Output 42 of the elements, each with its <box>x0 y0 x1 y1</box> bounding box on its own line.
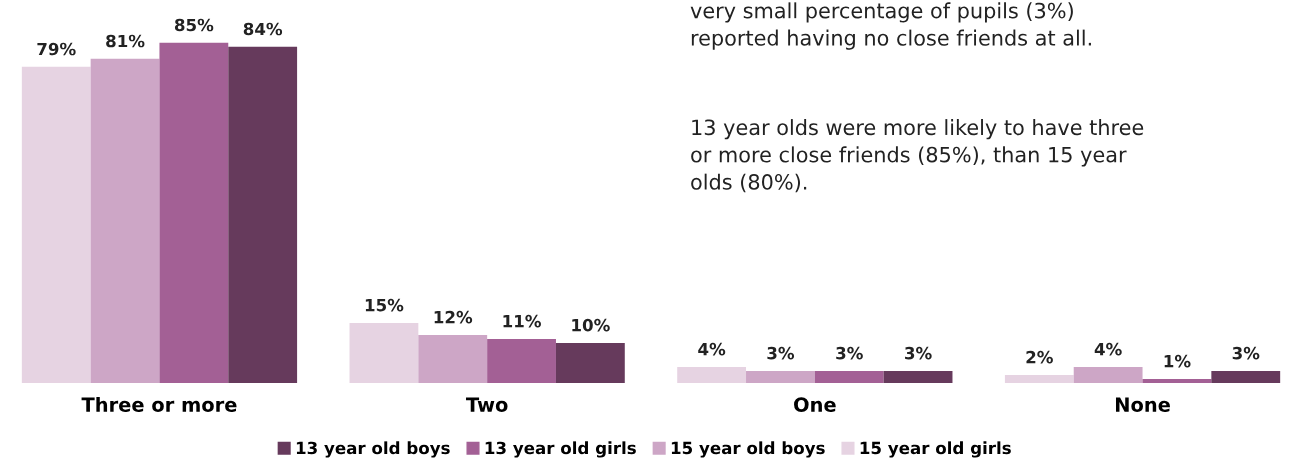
legend-label: 15 year old girls <box>860 441 1011 458</box>
data-label: 79% <box>37 42 76 56</box>
bar <box>21 66 91 383</box>
bar <box>349 322 419 383</box>
bar <box>814 370 884 383</box>
data-label: 3% <box>836 346 863 360</box>
bar <box>159 42 229 383</box>
bar <box>677 366 747 383</box>
bar <box>1142 379 1212 383</box>
legend-label: 15 year old boys <box>671 441 825 458</box>
data-label: 10% <box>572 318 610 332</box>
legend-label: 13 year old girls <box>485 441 636 458</box>
data-label: 11% <box>503 314 541 328</box>
data-label: 81% <box>106 34 145 48</box>
data-label: 4% <box>1094 342 1122 356</box>
bar <box>1004 375 1074 383</box>
bar <box>883 370 953 383</box>
x-tick-label: Three or more <box>81 396 237 412</box>
data-label: 12% <box>434 310 473 324</box>
data-label: 84% <box>243 22 283 36</box>
data-label: 2% <box>1026 350 1053 364</box>
data-label: 3% <box>1232 346 1260 360</box>
bar <box>90 58 160 383</box>
data-label: 85% <box>174 18 214 32</box>
data-label: 4% <box>698 342 726 356</box>
bar <box>418 334 488 383</box>
data-label: 3% <box>905 346 932 360</box>
annotation: very small percentage of pupils (3%) reported having no close friends at all. <box>690 2 1091 50</box>
data-label: 1% <box>1164 354 1191 368</box>
x-tick-label: Two <box>466 397 508 412</box>
bar <box>487 338 556 383</box>
bar <box>746 370 815 383</box>
bar <box>1211 370 1281 383</box>
bar <box>228 46 298 383</box>
data-label: 15% <box>365 298 404 312</box>
legend-label: 13 year old boys <box>296 441 450 458</box>
bar <box>1073 366 1143 383</box>
data-label: 3% <box>767 346 795 360</box>
x-tick-label: One <box>794 397 836 412</box>
bar <box>555 342 625 383</box>
annotation: 13 year olds were more likely to have three or more close friends (85%), than 15 year olds (80%). <box>691 119 1144 193</box>
x-tick-label: None <box>1115 397 1170 412</box>
